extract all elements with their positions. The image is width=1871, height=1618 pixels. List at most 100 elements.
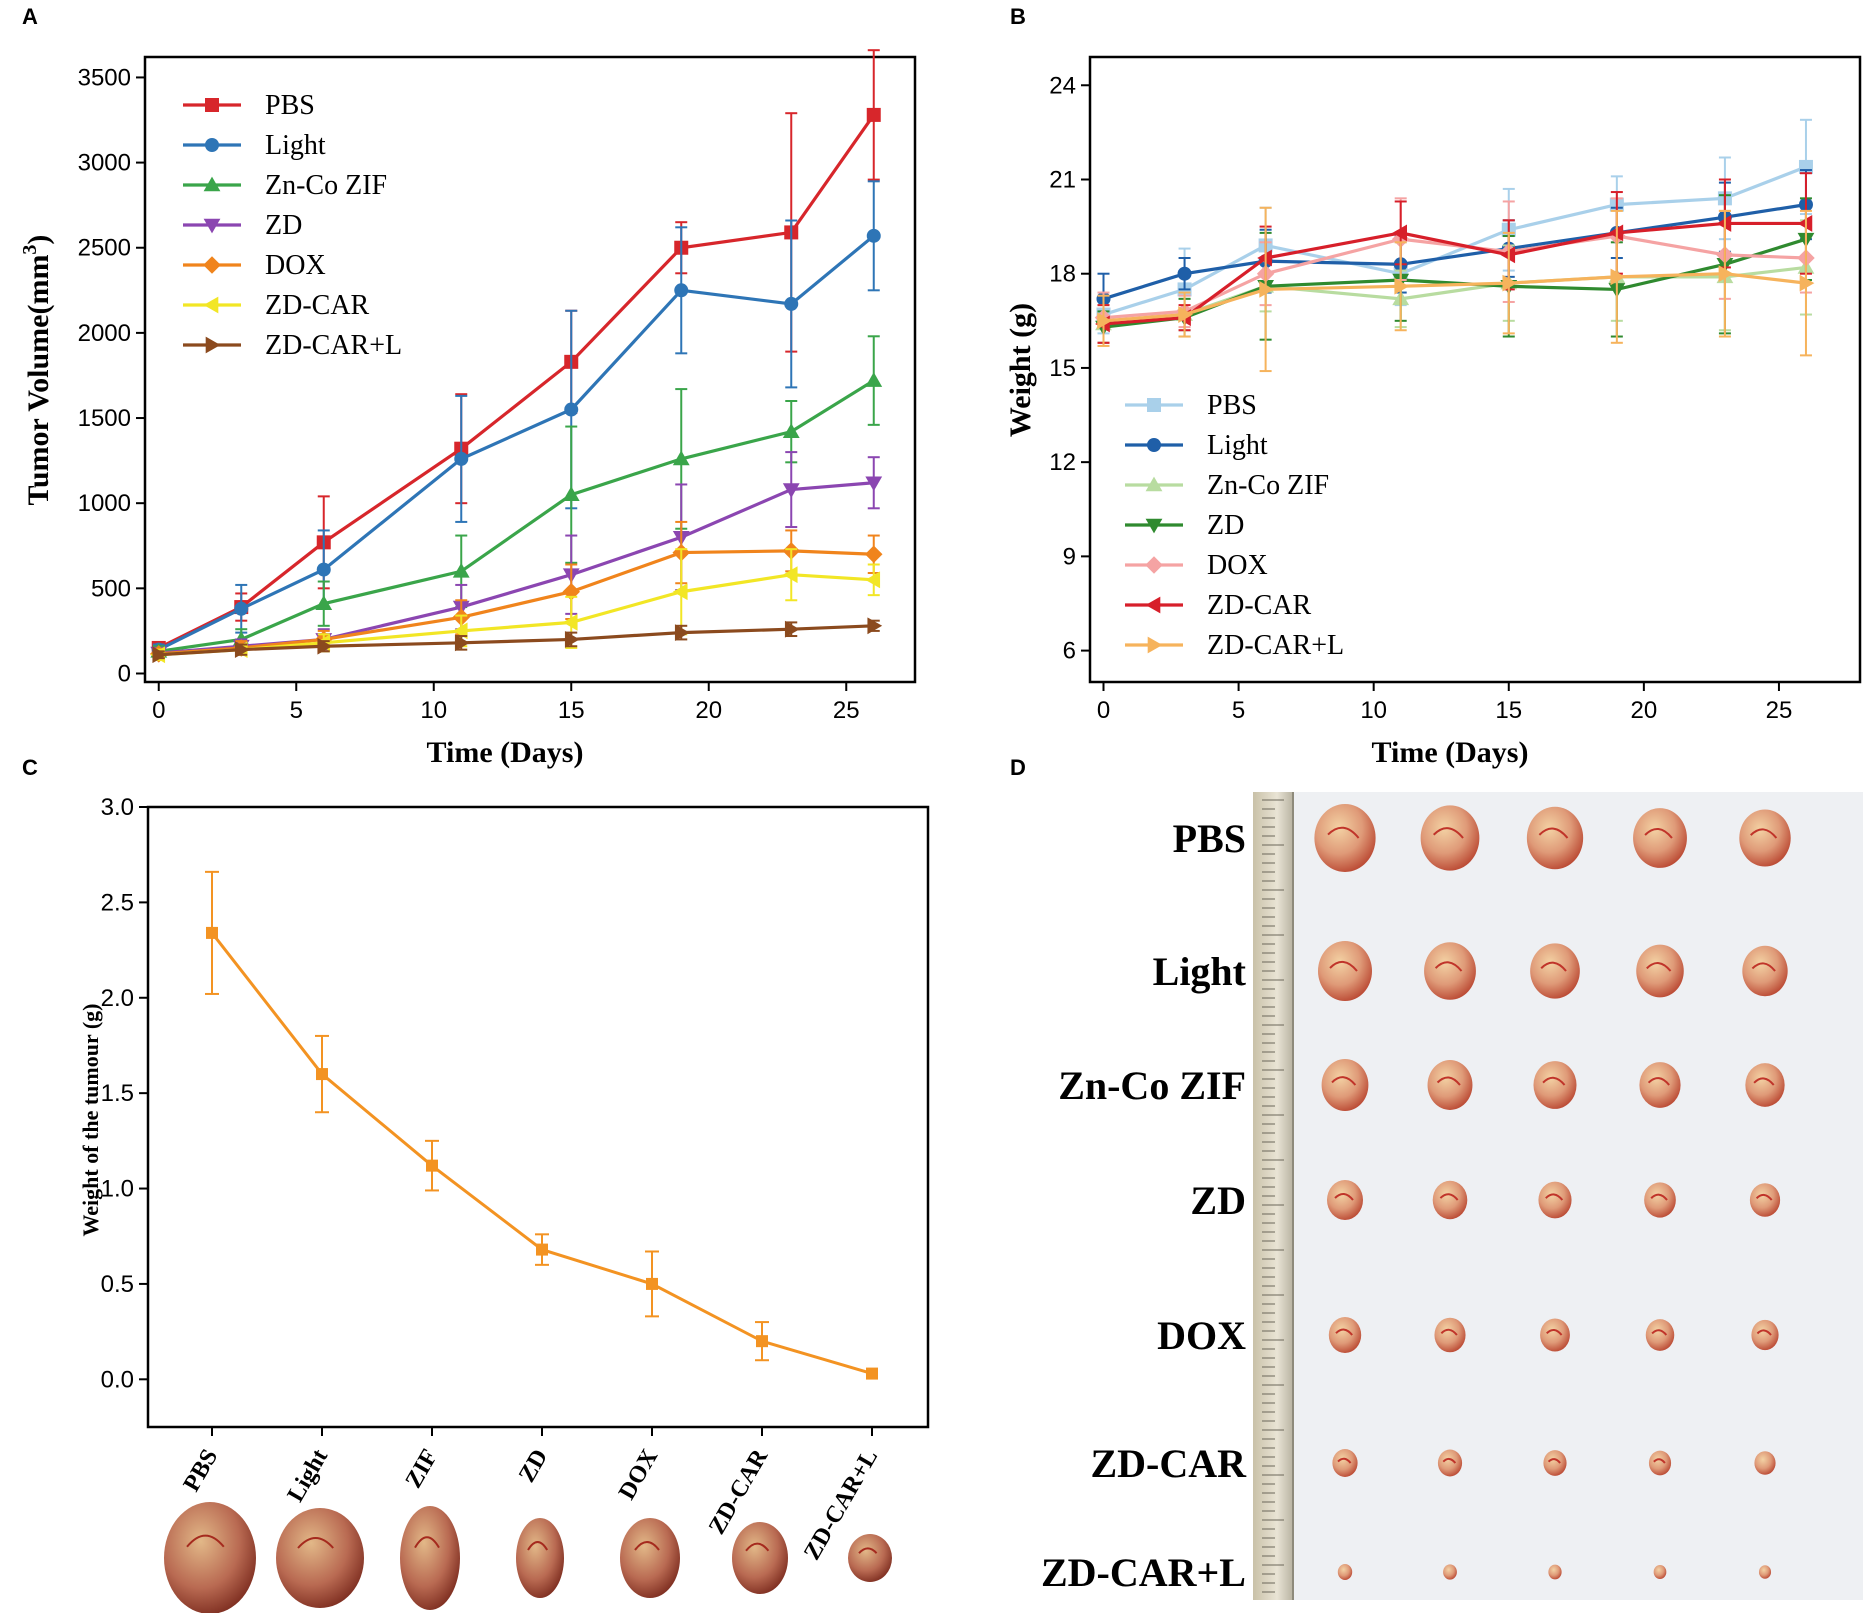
tumor-light-0 bbox=[1318, 941, 1372, 1001]
point-zd-car-5 bbox=[1608, 224, 1624, 242]
legend-entry-zd-car: ZD-CAR bbox=[1125, 590, 1312, 621]
y-tick-label-15: 15 bbox=[1049, 355, 1076, 382]
tumor-photo-dox bbox=[620, 1518, 680, 1598]
y-tick-label-c-0: 0.0 bbox=[101, 1366, 134, 1393]
point-zn-co-zif-4 bbox=[562, 486, 580, 501]
point-zd-car-l-1 bbox=[1178, 306, 1193, 323]
tumor-zd-3 bbox=[1644, 1182, 1676, 1218]
point-zd-car-l-5 bbox=[1610, 268, 1626, 286]
tumor-vessel-pbs-2 bbox=[1538, 827, 1569, 839]
y-tick-label-21: 21 bbox=[1049, 166, 1076, 193]
x-tick-label-0: 0 bbox=[152, 697, 165, 724]
x-tick-label-15: 15 bbox=[1495, 697, 1522, 724]
y-tick-label-c-5: 2.5 bbox=[101, 889, 134, 916]
point-zd-car-l-2 bbox=[317, 637, 333, 655]
point-zd-car-l-5 bbox=[674, 624, 690, 642]
y-tick-label-c-2: 1.0 bbox=[101, 1176, 134, 1203]
panel-label-a: A bbox=[22, 4, 38, 29]
point-zn-co-zif-5 bbox=[672, 450, 690, 466]
tumor-vessel-zd-4 bbox=[1755, 1193, 1773, 1201]
legend-entry-zd-car: ZD-CAR bbox=[183, 290, 370, 321]
series-line-zd-car-l bbox=[1103, 272, 1807, 323]
tumor-zn-co-zif-0 bbox=[1321, 1059, 1369, 1111]
tumor-light-2 bbox=[1530, 943, 1580, 999]
legend-entry-zn-co-zif: Zn-Co ZIF bbox=[183, 170, 387, 201]
legend-entry-light: Light bbox=[1125, 430, 1268, 461]
point-c-zd-car-l bbox=[866, 1367, 878, 1380]
tumor-vessel-zd-car-1 bbox=[1442, 1457, 1457, 1464]
panel-label-c: C bbox=[22, 755, 38, 780]
legend-marker-zd-car-l bbox=[205, 336, 221, 354]
series-pbs bbox=[151, 49, 881, 655]
point-zd-car-l-1 bbox=[234, 641, 250, 659]
legend-marker-light bbox=[205, 138, 219, 152]
legend-label-light: Light bbox=[265, 130, 326, 161]
tumor-vessel-zd-1 bbox=[1439, 1193, 1459, 1201]
tumor-vessel-pbs bbox=[186, 1534, 225, 1548]
series-line-pbs bbox=[158, 113, 876, 650]
point-light-1 bbox=[234, 601, 249, 616]
x-axis-label-b: Time (Days) bbox=[1372, 736, 1529, 769]
legend-entry-zn-co-zif: Zn-Co ZIF bbox=[1125, 470, 1329, 501]
point-light-2 bbox=[316, 562, 331, 577]
y-tick-label-1500: 1500 bbox=[78, 405, 131, 432]
point-zn-co-zif-6 bbox=[782, 423, 800, 438]
plot-frame-c bbox=[146, 805, 930, 1429]
legend-entry-pbs: PBS bbox=[1125, 390, 1257, 421]
row-label-zd-car: ZD-CAR bbox=[1090, 1441, 1247, 1486]
tumor-vessel-zn-co-zif-1 bbox=[1436, 1076, 1461, 1086]
point-zd-car-l-7 bbox=[1799, 274, 1815, 292]
tumor-vessel-light-1 bbox=[1434, 961, 1463, 972]
y-axis-label-a-sup: 3 bbox=[19, 245, 41, 255]
y-tick-label-c-6: 3.0 bbox=[101, 794, 134, 821]
chart-panel-a: 0 5 10 15 20 25 0 500 1000 1500 2000 2500 3000 3500 P… bbox=[19, 49, 917, 769]
legend-marker-pbs bbox=[205, 98, 219, 112]
tumor-pbs-0 bbox=[1314, 804, 1376, 872]
point-zd-7 bbox=[865, 476, 883, 492]
point-light-7 bbox=[866, 228, 881, 243]
row-label-light: Light bbox=[1153, 949, 1247, 994]
tumor-vessel-zd-car-l bbox=[858, 1547, 878, 1554]
tumor-zd-car-0 bbox=[1332, 1449, 1358, 1477]
tumor-vessel-zd-0 bbox=[1334, 1193, 1354, 1201]
x-tick-label-15: 15 bbox=[558, 697, 585, 724]
legend-entry-dox: DOX bbox=[1125, 550, 1268, 581]
category-label-dox: DOX bbox=[614, 1444, 664, 1504]
category-label-light: Light bbox=[283, 1445, 334, 1507]
plot-frame-b bbox=[1088, 55, 1862, 684]
tumor-vessel-zd-car-2 bbox=[1547, 1458, 1561, 1464]
point-zd-car-l-3 bbox=[454, 634, 470, 652]
tumor-zd-car-2 bbox=[1543, 1450, 1567, 1476]
y-tick-label-3000: 3000 bbox=[78, 150, 131, 177]
point-zn-co-zif-2 bbox=[315, 595, 333, 610]
y-tick-label-3500: 3500 bbox=[78, 64, 131, 91]
legend-marker-pbs bbox=[1147, 398, 1161, 412]
point-zd-car-l-7 bbox=[867, 617, 883, 635]
point-zd-car-7 bbox=[865, 571, 881, 589]
series-zd-car-l bbox=[152, 617, 883, 664]
tumor-photo-strip bbox=[164, 1502, 892, 1614]
legend-marker-zd bbox=[1145, 518, 1163, 534]
tumor-vessel-zd-3 bbox=[1650, 1193, 1668, 1201]
row-label-zd: ZD bbox=[1190, 1178, 1246, 1223]
tumor-pbs-3 bbox=[1633, 808, 1687, 868]
series-line-zd-car bbox=[1103, 221, 1806, 326]
tumor-vessel-pbs-1 bbox=[1432, 827, 1464, 839]
y-axis-label-a-end: ) bbox=[22, 235, 55, 245]
tumor-zd-car-l-3 bbox=[1653, 1564, 1667, 1580]
tumor-vessel-pbs-0 bbox=[1327, 826, 1360, 839]
panel-label-d: D bbox=[1010, 755, 1026, 780]
point-light-4 bbox=[564, 402, 579, 417]
series-line-tumour-weight bbox=[210, 931, 873, 1376]
tumor-dox-0 bbox=[1328, 1317, 1362, 1353]
point-zd-car-l-2 bbox=[1259, 281, 1275, 298]
tumor-zd-0 bbox=[1327, 1180, 1363, 1220]
point-zd-car-7 bbox=[1797, 215, 1813, 232]
point-zd-car-3 bbox=[1392, 224, 1408, 242]
tumor-zd-2 bbox=[1538, 1181, 1572, 1219]
legend-entry-zd-car-l: ZD-CAR+L bbox=[1125, 630, 1344, 661]
point-zd-car-2 bbox=[1257, 249, 1272, 267]
category-label-zif: ZIF bbox=[401, 1445, 444, 1493]
tumor-zd-car-3 bbox=[1648, 1450, 1672, 1476]
